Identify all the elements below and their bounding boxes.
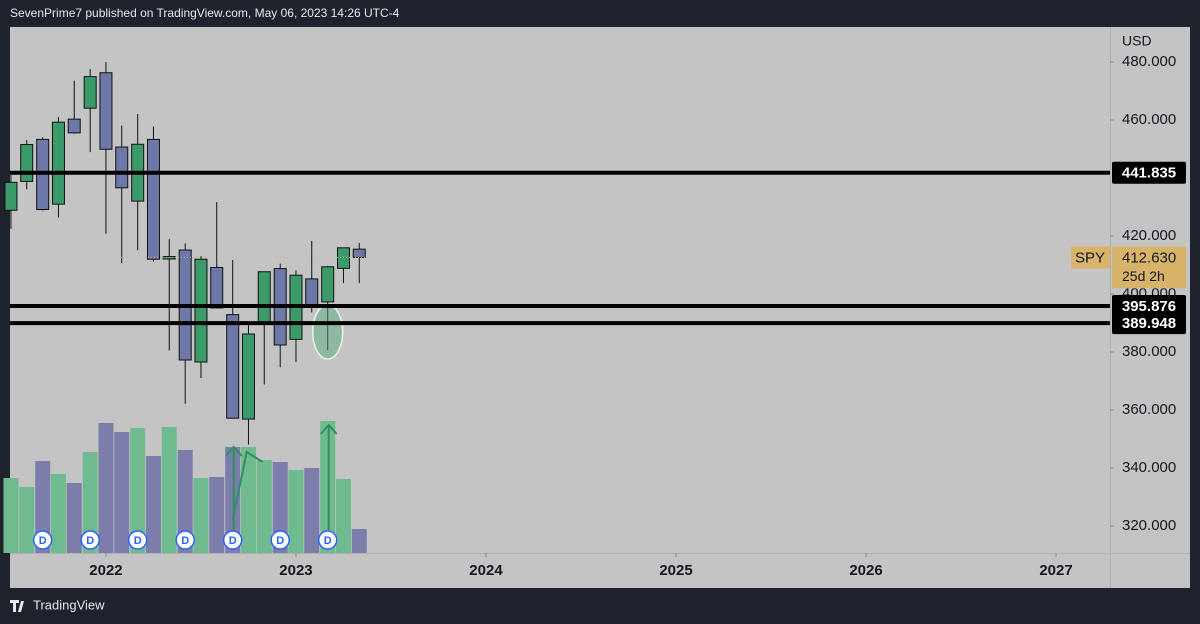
x-tick-label: 2022 xyxy=(89,562,122,579)
price-box xyxy=(1112,246,1186,289)
dividend-label: D xyxy=(134,535,142,547)
candle-body xyxy=(305,278,319,306)
candle-body xyxy=(146,138,160,260)
level-label-box xyxy=(1112,161,1186,184)
countdown-label: 25d 2h xyxy=(1122,268,1165,284)
level-label: 389.948 xyxy=(1122,315,1176,332)
candle-body xyxy=(241,333,255,420)
last-price-label: 412.630 xyxy=(1122,249,1176,266)
volume-bar xyxy=(272,462,288,553)
candle-body xyxy=(321,266,335,303)
level-label-box xyxy=(1112,312,1186,335)
dividend-marker xyxy=(270,530,290,550)
volume-bar xyxy=(209,477,225,553)
dividend-marker xyxy=(80,530,100,550)
dividend-label: D xyxy=(39,535,47,547)
candle-body xyxy=(51,121,65,205)
dividend-marker xyxy=(32,530,53,550)
dividend-label: D xyxy=(86,535,94,547)
volume-bar xyxy=(304,468,320,553)
annotation-arrow-head xyxy=(224,445,243,457)
level-label: 395.876 xyxy=(1122,298,1176,315)
y-tick-label: 380.000 xyxy=(1122,343,1176,360)
volume-bar xyxy=(19,487,35,553)
candle-body xyxy=(210,266,224,309)
y-tick-label: 320.000 xyxy=(1122,517,1176,534)
dividend-label: D xyxy=(181,535,189,547)
dividend-label: D xyxy=(324,535,332,547)
level-label: 441.835 xyxy=(1122,165,1176,182)
logo-mark xyxy=(10,600,24,612)
dividend-marker xyxy=(127,530,148,550)
annotation-ellipse xyxy=(311,304,344,360)
y-tick-label: 480.000 xyxy=(1122,53,1176,70)
candle-body xyxy=(257,271,271,324)
x-tick-label: 2026 xyxy=(849,562,882,579)
volume-bar xyxy=(66,483,82,553)
volume-bar xyxy=(82,452,98,553)
dividend-marker xyxy=(222,530,243,550)
currency-label: USD xyxy=(1122,33,1152,49)
candle-body xyxy=(115,146,129,189)
dividend-label: D xyxy=(229,535,237,547)
candle-body xyxy=(99,72,113,150)
candle-body xyxy=(194,258,208,363)
volume-bar xyxy=(98,423,114,553)
logo: TradingView xyxy=(10,597,105,612)
volume-bar xyxy=(335,479,351,553)
candle-body xyxy=(336,247,350,269)
volume-bar xyxy=(161,427,177,553)
candle-body xyxy=(83,76,97,109)
y-tick-label: 420.000 xyxy=(1122,227,1176,244)
x-tick-label: 2027 xyxy=(1039,562,1072,579)
y-tick-label: 340.000 xyxy=(1122,459,1176,476)
y-tick-label: 460.000 xyxy=(1122,111,1176,128)
volume-bar xyxy=(3,478,19,553)
volume-bar xyxy=(130,428,146,553)
dividend-label: D xyxy=(276,535,284,547)
candle-body xyxy=(226,314,240,419)
annotation-arrow-head xyxy=(319,423,338,435)
volume-bar xyxy=(240,447,256,553)
symbol-label: SPY xyxy=(1075,249,1105,266)
candle-body xyxy=(20,143,34,182)
y-tick-label: 360.000 xyxy=(1122,401,1176,418)
volume-bar xyxy=(145,456,161,553)
volume-bar xyxy=(193,478,209,553)
volume-bar xyxy=(256,460,272,553)
volume-bar xyxy=(288,470,304,553)
x-tick-label: 2024 xyxy=(469,562,503,579)
volume-bar xyxy=(177,450,193,553)
annotation-arrow xyxy=(231,450,264,521)
dividend-marker xyxy=(175,530,195,550)
level-label-box xyxy=(1112,294,1186,317)
x-tick-label: 2025 xyxy=(659,562,692,579)
candle-body xyxy=(352,248,366,258)
plot: 320.000340.000360.000380.000400.000420.0… xyxy=(3,53,1186,579)
candle-body xyxy=(67,118,81,134)
header-text: SevenPrime7 published on TradingView.com… xyxy=(10,6,400,20)
footer-brand: TradingView xyxy=(33,597,105,612)
symbol-box xyxy=(1071,246,1110,269)
volume-bar xyxy=(35,461,51,553)
volume-bar xyxy=(351,529,367,553)
volume-bar xyxy=(50,474,66,553)
volume-bar xyxy=(114,432,130,553)
candle-body xyxy=(4,181,18,211)
x-tick-label: 2023 xyxy=(279,562,312,579)
dividend-marker xyxy=(317,530,338,550)
